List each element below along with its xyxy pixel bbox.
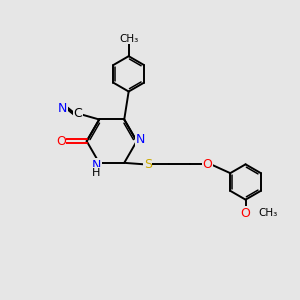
- Text: N: N: [136, 133, 145, 146]
- Text: CH₃: CH₃: [119, 34, 138, 44]
- Text: C: C: [74, 106, 82, 119]
- Text: CH₃: CH₃: [258, 208, 277, 218]
- Text: N: N: [58, 101, 68, 115]
- Text: N: N: [92, 159, 101, 172]
- Text: O: O: [56, 135, 66, 148]
- Text: S: S: [144, 158, 152, 171]
- Text: H: H: [92, 168, 100, 178]
- Text: O: O: [202, 158, 212, 171]
- Text: O: O: [241, 207, 250, 220]
